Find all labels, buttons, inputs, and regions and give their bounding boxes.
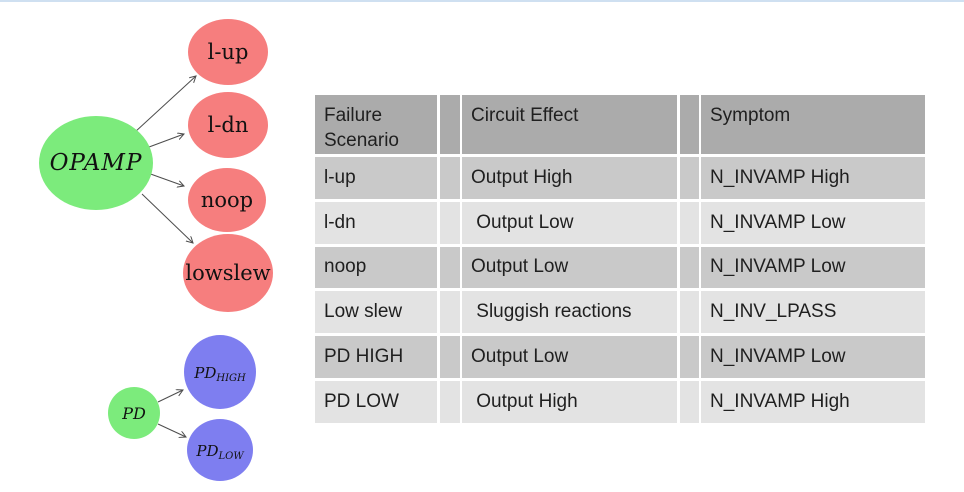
cell-symptom: N_INVAMP High: [701, 380, 925, 423]
header-spacer-1: [439, 95, 460, 154]
cell-symptom: N_INVAMP Low: [701, 201, 925, 244]
cell-spacer: [439, 380, 460, 423]
node-pd-high: [184, 335, 256, 409]
pd-node-label: PD: [121, 404, 146, 423]
header-circuit-effect: Circuit Effect: [462, 95, 677, 154]
header-spacer-2: [679, 95, 699, 154]
node-label-l-dn: l-dn: [208, 113, 249, 137]
cell-spacer: [439, 201, 460, 244]
cell-symptom: N_INVAMP Low: [701, 246, 925, 289]
arrow-opamp-noop: [144, 171, 184, 186]
cell-effect: Sluggish reactions: [462, 291, 677, 334]
node-pd-low: [187, 419, 253, 481]
cell-effect: Output Low: [462, 336, 677, 378]
cell-effect: Output High: [462, 380, 677, 423]
cell-scenario: l-dn: [315, 201, 437, 244]
cell-effect: Output High: [462, 157, 677, 199]
top-accent-strip: [0, 0, 964, 2]
node-label-l-up: l-up: [208, 40, 249, 64]
cell-scenario: noop: [315, 246, 437, 289]
header-symptom: Symptom: [701, 95, 925, 154]
cell-scenario: PD LOW: [315, 380, 437, 423]
cell-spacer: [439, 157, 460, 199]
cell-spacer: [679, 336, 699, 378]
cell-symptom: N_INVAMP High: [701, 157, 925, 199]
node-label-pd-low: PDLOW: [195, 442, 244, 462]
node-l-dn: [188, 92, 268, 158]
node-label-pd-high: PDHIGH: [193, 364, 246, 384]
cell-symptom: N_INV_LPASS: [701, 291, 925, 334]
arrow-opamp-l-up: [134, 76, 196, 133]
header-failure-scenario: Failure Scenario: [315, 95, 437, 154]
arrow-opamp-lowslew: [141, 193, 193, 243]
failure-table: Failure Scenario Circuit Effect Symptom …: [315, 95, 925, 423]
node-lowslew: [183, 234, 273, 312]
node-noop: [188, 168, 266, 232]
cell-spacer: [439, 291, 460, 334]
node-label-noop: noop: [201, 188, 253, 212]
cell-scenario: l-up: [315, 157, 437, 199]
cell-scenario: PD HIGH: [315, 336, 437, 378]
cell-spacer: [439, 246, 460, 289]
fault-tree-diagram: OPAMP l-up l-dn noop lowslew PD PDHIGH P…: [39, 19, 273, 481]
cell-spacer: [439, 336, 460, 378]
opamp-node-label: OPAMP: [50, 150, 143, 176]
arrow-pd-low: [157, 423, 186, 437]
cell-spacer: [679, 246, 699, 289]
cell-spacer: [679, 201, 699, 244]
cell-spacer: [679, 380, 699, 423]
opamp-node: [39, 116, 153, 210]
cell-effect: Output Low: [462, 246, 677, 289]
node-l-up: [188, 19, 268, 85]
pd-node: [108, 387, 160, 439]
node-label-lowslew: lowslew: [185, 261, 270, 285]
cell-effect: Output Low: [462, 201, 677, 244]
cell-symptom: N_INVAMP Low: [701, 336, 925, 378]
cell-scenario: Low slew: [315, 291, 437, 334]
cell-spacer: [679, 157, 699, 199]
cell-spacer: [679, 291, 699, 334]
arrow-pd-high: [157, 390, 183, 403]
